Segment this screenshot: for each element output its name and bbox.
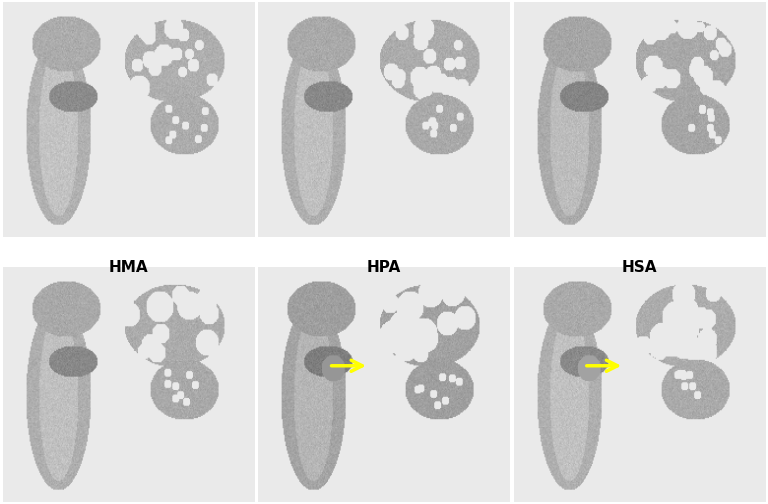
Bar bbox=[258, 267, 510, 502]
Text: HMA: HMA bbox=[109, 260, 148, 275]
Bar bbox=[514, 2, 765, 237]
Bar bbox=[3, 2, 254, 237]
Bar bbox=[3, 267, 254, 502]
Bar bbox=[258, 2, 510, 237]
Bar bbox=[514, 267, 765, 502]
Text: HPA: HPA bbox=[367, 260, 401, 275]
Text: HSA: HSA bbox=[621, 260, 657, 275]
